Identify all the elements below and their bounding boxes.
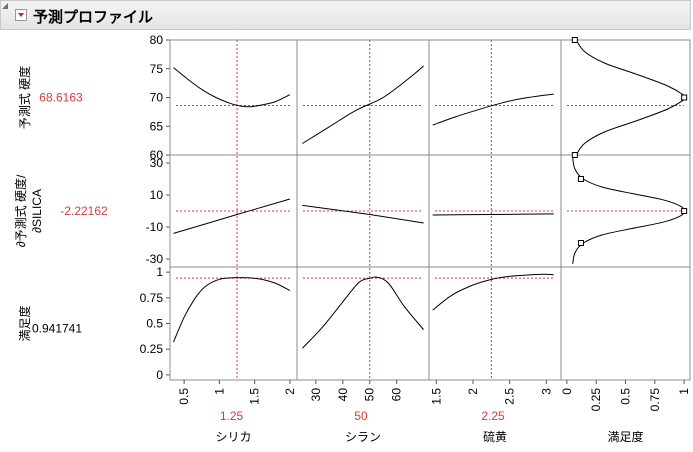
- factor-current-value-2[interactable]: 2.25: [481, 409, 505, 423]
- row-value-desir: 0.941741: [32, 322, 82, 336]
- x-tick-label: 1: [212, 388, 226, 395]
- x-tick-label-group: 0: [560, 388, 574, 395]
- row-label-line: 予測式 硬度: [17, 66, 32, 129]
- x-tick-label-group: 2: [283, 388, 297, 395]
- desirability-handle[interactable]: [571, 152, 578, 158]
- profile-curve-r2-c1: [302, 276, 424, 349]
- x-tick-label-group: 3: [539, 388, 553, 395]
- x-tick-label: 0.75: [648, 388, 662, 412]
- x-tick-label: 1.5: [429, 388, 443, 405]
- x-tick-label-group: 2: [466, 388, 480, 395]
- row-value-deriv: -2.22162: [60, 204, 108, 218]
- x-tick-label: 1.5: [248, 388, 262, 405]
- x-tick-label-group: 30: [309, 388, 323, 402]
- profile-curve-r1-c0: [173, 198, 291, 234]
- x-tick-label: 0.5: [177, 388, 191, 405]
- panel-frame: [560, 266, 691, 381]
- x-tick-label: 2.5: [503, 388, 517, 405]
- row-label-line: ∂SILICA: [30, 189, 44, 233]
- y-tick-label: 30: [150, 156, 164, 170]
- y-tick-label: 75: [150, 62, 164, 76]
- x-tick-label-group: 40: [336, 388, 350, 402]
- profile-curve-r2-c0: [173, 277, 291, 343]
- profile-curve-r0-c1: [302, 65, 424, 144]
- x-tick-label-group: 1.5: [248, 388, 262, 405]
- y-tick-label: 10: [150, 188, 164, 202]
- y-tick-label: 0.75: [140, 291, 164, 305]
- y-tick-label: 65: [150, 119, 164, 133]
- y-tick-label: -30: [146, 252, 164, 266]
- y-tick-label: 0.25: [140, 342, 164, 356]
- factor-name-3: 満足度: [607, 429, 643, 444]
- x-tick-label: 50: [363, 388, 377, 402]
- x-tick-label: 0.5: [619, 388, 633, 405]
- row-label-deriv: ∂予測式 硬度/∂SILICA: [13, 174, 44, 247]
- x-tick-label: 1: [677, 388, 691, 395]
- desirability-handle[interactable]: [577, 240, 584, 246]
- profile-curve-r1-c2: [432, 213, 554, 216]
- profile-curve-r0-c3: [575, 39, 686, 156]
- x-tick-label-group: 1: [212, 388, 226, 395]
- x-tick-label-group: 0.5: [619, 388, 633, 405]
- desirability-handle[interactable]: [681, 208, 688, 214]
- y-tick-label: 0.5: [146, 317, 163, 331]
- panel-frame: [428, 266, 562, 381]
- x-tick-label: 0: [560, 388, 574, 395]
- page-title: 予測プロファイル: [33, 9, 154, 26]
- factor-name-1: シラン: [345, 430, 381, 444]
- y-tick-label: 1: [156, 265, 163, 279]
- panel-frame: [296, 39, 430, 156]
- factor-name-2: 硫黄: [483, 429, 507, 444]
- x-tick-label-group: 1: [677, 388, 691, 395]
- red-triangle-menu-button[interactable]: [15, 9, 27, 21]
- desirability-handle[interactable]: [577, 176, 584, 182]
- x-tick-label-group: 1.5: [429, 388, 443, 405]
- x-tick-label: 2: [466, 388, 480, 395]
- profile-curve-r2-c2: [432, 273, 554, 311]
- factor-name-0: シリカ: [215, 430, 251, 444]
- x-tick-label-group: 60: [390, 388, 404, 402]
- x-tick-label-group: 2.5: [503, 388, 517, 405]
- panel-frame: [560, 39, 691, 156]
- profile-curve-r1-c1: [302, 204, 424, 224]
- y-tick-label: 80: [150, 33, 164, 47]
- panel-frame: [296, 266, 430, 381]
- desirability-handle[interactable]: [681, 94, 688, 101]
- y-tick-label: 70: [150, 91, 164, 105]
- x-tick-label: 40: [336, 388, 350, 402]
- x-tick-label: 30: [309, 388, 323, 402]
- profiler-header: 予測プロファイル: [0, 0, 691, 30]
- panel-frame: [169, 39, 298, 156]
- row-value-pred: 68.6163: [39, 91, 83, 105]
- x-tick-label-group: 0.75: [648, 388, 662, 412]
- factor-current-value-0[interactable]: 1.25: [220, 409, 244, 423]
- x-tick-label: 3: [539, 388, 553, 395]
- desirability-handle[interactable]: [571, 37, 578, 43]
- row-label-pred: 予測式 硬度: [17, 66, 32, 129]
- x-tick-label: 0.25: [589, 388, 603, 412]
- row-label-desir: 満足度: [17, 305, 32, 341]
- row-label-line: ∂予測式 硬度/: [13, 174, 28, 247]
- profile-curve-r0-c2: [432, 93, 554, 126]
- disclosure-triangle-icon[interactable]: [2, 3, 8, 9]
- x-tick-label-group: 0.5: [177, 388, 191, 405]
- x-tick-label-group: 0.25: [589, 388, 603, 412]
- x-tick-label: 60: [390, 388, 404, 402]
- y-tick-label: -10: [146, 220, 164, 234]
- profile-curve-r0-c0: [173, 67, 291, 108]
- factor-current-value-1[interactable]: 50: [354, 409, 368, 423]
- row-label-line: 満足度: [17, 305, 32, 341]
- x-tick-label-group: 50: [363, 388, 377, 402]
- y-tick-label: 0: [156, 368, 163, 382]
- panel-frame: [428, 39, 562, 156]
- x-tick-label: 2: [283, 388, 297, 395]
- y-tick-label: 60: [150, 148, 164, 162]
